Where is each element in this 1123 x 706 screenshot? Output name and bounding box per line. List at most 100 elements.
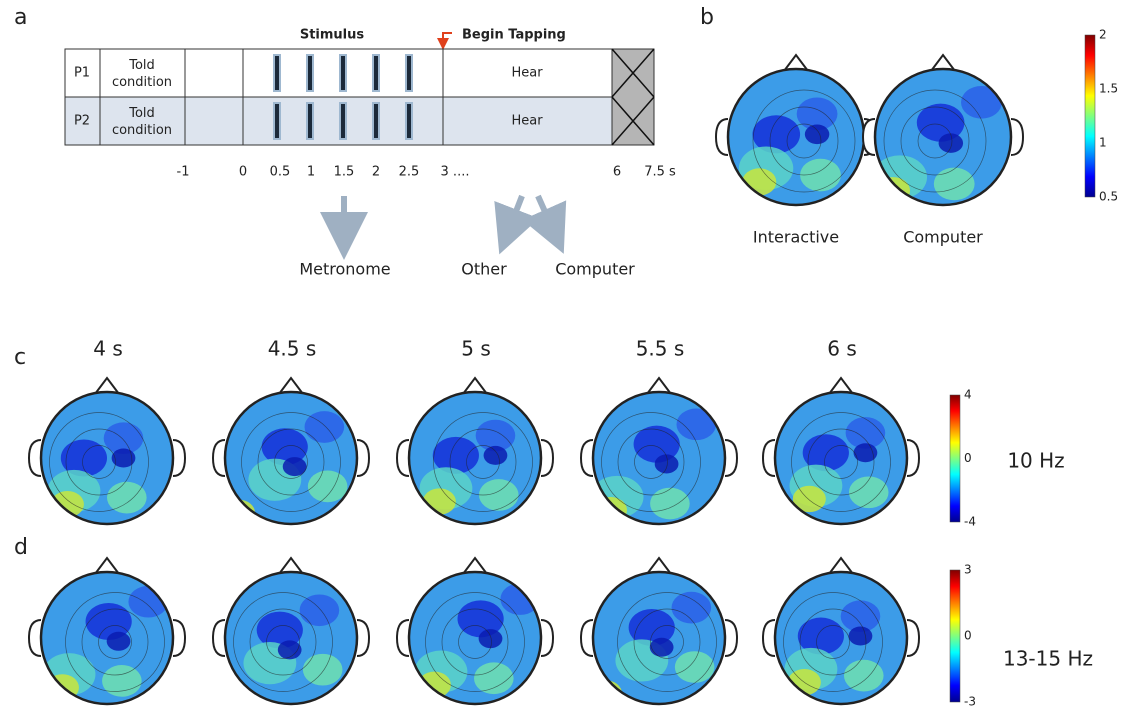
topomap-blob: [933, 167, 975, 201]
nose: [828, 556, 854, 575]
contour: [824, 445, 858, 479]
head-outline: [773, 570, 909, 706]
topomap-blob: [961, 86, 1002, 119]
contour: [883, 89, 987, 193]
ear: [172, 619, 187, 657]
begin-tapping-label: Begin Tapping: [462, 28, 566, 43]
topomap-blob: [742, 168, 777, 196]
contour: [266, 625, 300, 659]
colorbar-tick: 1.5: [1099, 82, 1118, 96]
nose: [94, 376, 120, 395]
ear: [211, 439, 226, 477]
panel-label: c: [14, 345, 26, 370]
topomap-blob: [853, 443, 878, 463]
ear: [27, 439, 42, 477]
contour: [425, 592, 525, 692]
outcome-label: Other: [461, 260, 507, 279]
ear: [761, 619, 776, 657]
time-tick: 3 ....: [441, 165, 470, 180]
topomap-blob: [417, 671, 451, 699]
topomap-field: [775, 572, 907, 704]
topomap-blob: [650, 487, 690, 520]
topomap-blob: [483, 445, 508, 465]
contour: [601, 412, 701, 512]
contour: [783, 592, 883, 692]
topomap-blob: [628, 608, 675, 646]
stimulus-bar: [405, 102, 413, 140]
topomap-blob: [802, 434, 849, 472]
head-outline: [39, 570, 175, 706]
time-tick: 1: [307, 165, 315, 180]
topomap-blob: [848, 626, 873, 646]
topomap-blob: [752, 115, 801, 154]
map-label: Interactive: [753, 228, 839, 247]
colorbar-tick: -4: [964, 515, 976, 529]
ear: [540, 439, 555, 477]
ear: [906, 439, 921, 477]
stimulus-bar: [405, 54, 413, 92]
contour: [617, 592, 717, 692]
topomap-field: [728, 69, 864, 205]
ear: [1010, 118, 1025, 156]
topomap: [211, 376, 371, 526]
ear: [211, 619, 226, 657]
contour: [786, 123, 822, 159]
time-label: 4.5 s: [268, 337, 317, 361]
contour: [81, 608, 149, 676]
stimulus-bar: [306, 54, 314, 92]
contour: [249, 608, 317, 676]
nose: [930, 53, 956, 72]
condition: Told condition: [112, 58, 172, 90]
topomap: [579, 376, 739, 526]
ear: [761, 439, 776, 477]
head-outline: [407, 570, 543, 706]
band-label: 13-15 Hz: [1003, 647, 1093, 671]
colorbar: [949, 569, 961, 703]
stimulus-bar: [339, 102, 347, 140]
contour: [752, 89, 856, 193]
topomap: [861, 53, 1025, 207]
topomap-blob: [299, 594, 340, 627]
contour: [274, 445, 308, 479]
stimulus-bar: [273, 54, 281, 92]
contour: [791, 412, 891, 512]
stimulus-bar: [306, 102, 314, 140]
outcome-label: Metronome: [299, 260, 390, 279]
topomap-blob: [85, 603, 132, 640]
time-label: 5.5 s: [636, 337, 685, 361]
contour: [634, 445, 668, 479]
head-outline: [39, 390, 175, 526]
row-id: P1: [74, 66, 90, 81]
contour: [900, 106, 970, 176]
colorbar-tick: 2: [1099, 28, 1107, 42]
topomap: [761, 556, 921, 706]
contour: [65, 428, 133, 496]
head-outline: [223, 390, 359, 526]
row-bg: [65, 97, 612, 145]
topomap-blob: [103, 422, 144, 455]
head-outline: [873, 67, 1013, 207]
contour: [257, 428, 325, 496]
time-tick: 2: [372, 165, 380, 180]
topomap-blob: [674, 651, 715, 683]
end-box: [611, 48, 655, 146]
time-tick: 6: [613, 165, 621, 180]
head-outline: [773, 390, 909, 526]
topomap-blob: [654, 454, 679, 474]
topomap-field: [409, 572, 541, 704]
contour: [816, 625, 850, 659]
row-id: P2: [74, 114, 90, 129]
nose: [828, 376, 854, 395]
time-tick: -1: [177, 165, 190, 180]
topomap-blob: [845, 417, 886, 449]
phase: Hear: [511, 66, 543, 81]
colorbar-tick: 4: [964, 388, 972, 402]
topomap-blob: [475, 419, 516, 452]
contour: [98, 625, 132, 659]
ear: [579, 439, 594, 477]
topomap-blob: [304, 411, 345, 443]
stimulus-bars: [273, 54, 413, 140]
topomap-blob: [593, 680, 623, 704]
map-label: Computer: [903, 228, 983, 247]
colorbar-tick: -3: [964, 695, 976, 706]
